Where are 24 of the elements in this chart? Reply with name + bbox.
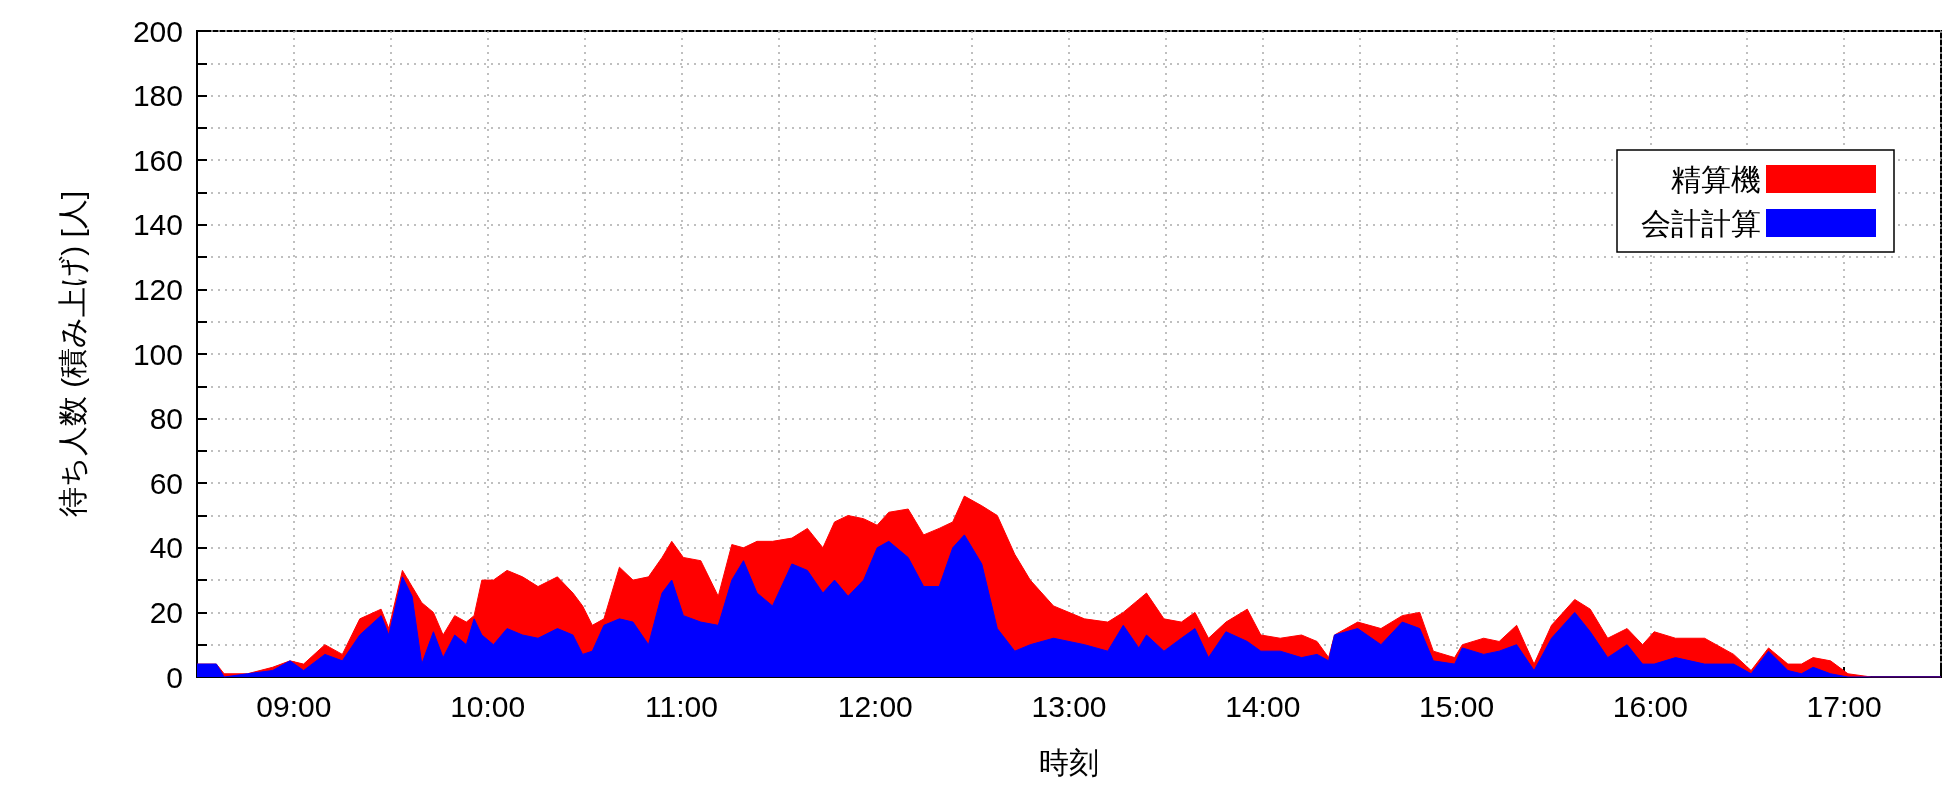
y-tick-label: 100: [132, 337, 183, 371]
y-tick-label: 140: [132, 208, 183, 242]
y-tick-label: 40: [149, 531, 183, 565]
x-tick-label: 17:00: [1806, 689, 1882, 723]
x-tick-label: 09:00: [256, 689, 332, 723]
x-axis-title: 時刻: [1039, 745, 1099, 779]
x-tick-label: 15:00: [1419, 689, 1495, 723]
y-tick-label: 0: [166, 660, 183, 694]
y-tick-label: 180: [132, 79, 183, 113]
y-axis-title: 待ち人数 (積み上げ) [人]: [55, 190, 89, 518]
x-tick-label: 10:00: [450, 689, 526, 723]
legend-label: 精算機: [1671, 162, 1761, 196]
y-tick-label: 200: [132, 14, 183, 48]
y-tick-label: 20: [149, 595, 183, 629]
x-tick-label: 16:00: [1612, 689, 1688, 723]
legend-label: 会計計算: [1641, 206, 1761, 240]
x-tick-label: 12:00: [837, 689, 913, 723]
y-tick-label: 80: [149, 402, 183, 436]
x-tick-label: 13:00: [1031, 689, 1107, 723]
x-tick-label: 14:00: [1225, 689, 1301, 723]
y-tick-label: 160: [132, 143, 183, 177]
x-tick-label: 11:00: [645, 689, 718, 723]
y-tick-label: 60: [149, 466, 183, 500]
y-tick-label: 120: [132, 272, 183, 306]
